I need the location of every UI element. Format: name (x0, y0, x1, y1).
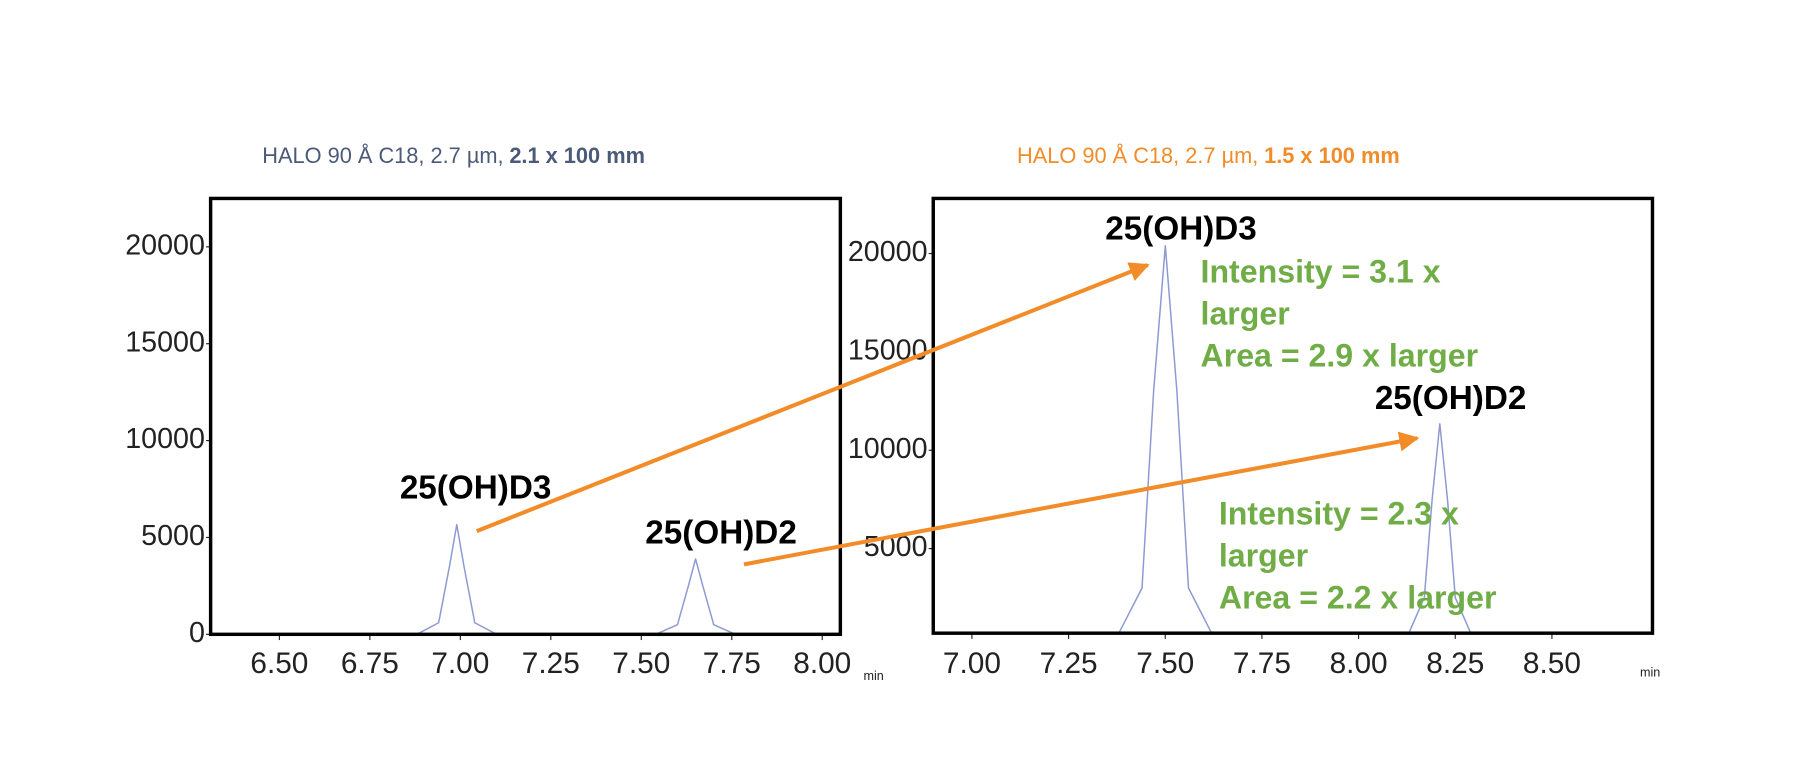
x-tick-label: 6.50 (250, 647, 308, 680)
y-tick-label: 10000 (848, 433, 928, 465)
x-tick-label: 8.50 (1523, 647, 1581, 680)
peak-trace (1408, 423, 1472, 634)
x-tick-label: 7.00 (943, 647, 1001, 680)
annotation-line: Intensity = 2.3 x (1219, 496, 1459, 532)
title-emphasis: 1.5 x 100 mm (1264, 143, 1400, 168)
plot-frame (208, 196, 843, 637)
plot-layer: HALO 90 Å C18, 2.7 µm, 2.1 x 100 mm050001… (125, 143, 1660, 683)
x-tick-label: 7.75 (1233, 647, 1291, 680)
y-tick-label: 5000 (141, 520, 205, 552)
x-tick-label: 8.00 (793, 647, 851, 680)
annotation-line: larger (1201, 295, 1291, 331)
x-tick-label: 7.50 (612, 647, 670, 680)
x-tick-label: 8.25 (1426, 647, 1484, 680)
x-tick-label: 7.25 (1040, 647, 1098, 680)
annotation-line: Area = 2.2 x larger (1219, 579, 1497, 615)
y-tick-label: 20000 (125, 229, 205, 261)
title-text: HALO 90 Å C18, 2.7 µm, (1017, 143, 1258, 168)
y-tick-label: 15000 (848, 334, 928, 366)
title-text: HALO 90 Å C18, 2.7 µm, (262, 143, 503, 168)
x-tick-label: 7.50 (1136, 647, 1194, 680)
y-tick-label: 0 (189, 617, 205, 649)
y-tick-label: 15000 (125, 326, 205, 358)
annotation-line: Area = 2.9 x larger (1201, 337, 1479, 373)
peak-trace (655, 558, 736, 636)
arrow (475, 262, 1150, 533)
y-tick-label: 20000 (848, 236, 928, 268)
peak-trace (416, 523, 497, 635)
peak-label: 25(OH)D3 (400, 470, 552, 507)
peak-trace (1118, 244, 1213, 634)
chart-title: HALO 90 Å C18, 2.7 µm, 1.5 x 100 mm (1017, 143, 1400, 168)
arrow (743, 431, 1420, 567)
title-emphasis: 2.1 x 100 mm (509, 143, 645, 168)
peak-label: 25(OH)D2 (645, 514, 797, 551)
y-tick-label: 10000 (125, 423, 205, 455)
x-tick-label: 7.00 (431, 647, 489, 680)
annotation-line: Intensity = 3.1 x (1201, 254, 1441, 290)
chart-title: HALO 90 Å C18, 2.7 µm, 2.1 x 100 mm (262, 143, 645, 168)
x-tick-label: 8.00 (1330, 647, 1388, 680)
x-tick-label: 6.75 (341, 647, 399, 680)
x-axis-unit: min (1640, 666, 1660, 680)
x-tick-label: 7.75 (703, 647, 761, 680)
plot-frame (931, 196, 1655, 635)
annotation-line: larger (1219, 538, 1309, 574)
x-tick-label: 7.25 (522, 647, 580, 680)
peak-label: 25(OH)D2 (1375, 380, 1527, 417)
peak-label: 25(OH)D3 (1105, 210, 1257, 247)
x-axis-unit: min (863, 669, 883, 683)
